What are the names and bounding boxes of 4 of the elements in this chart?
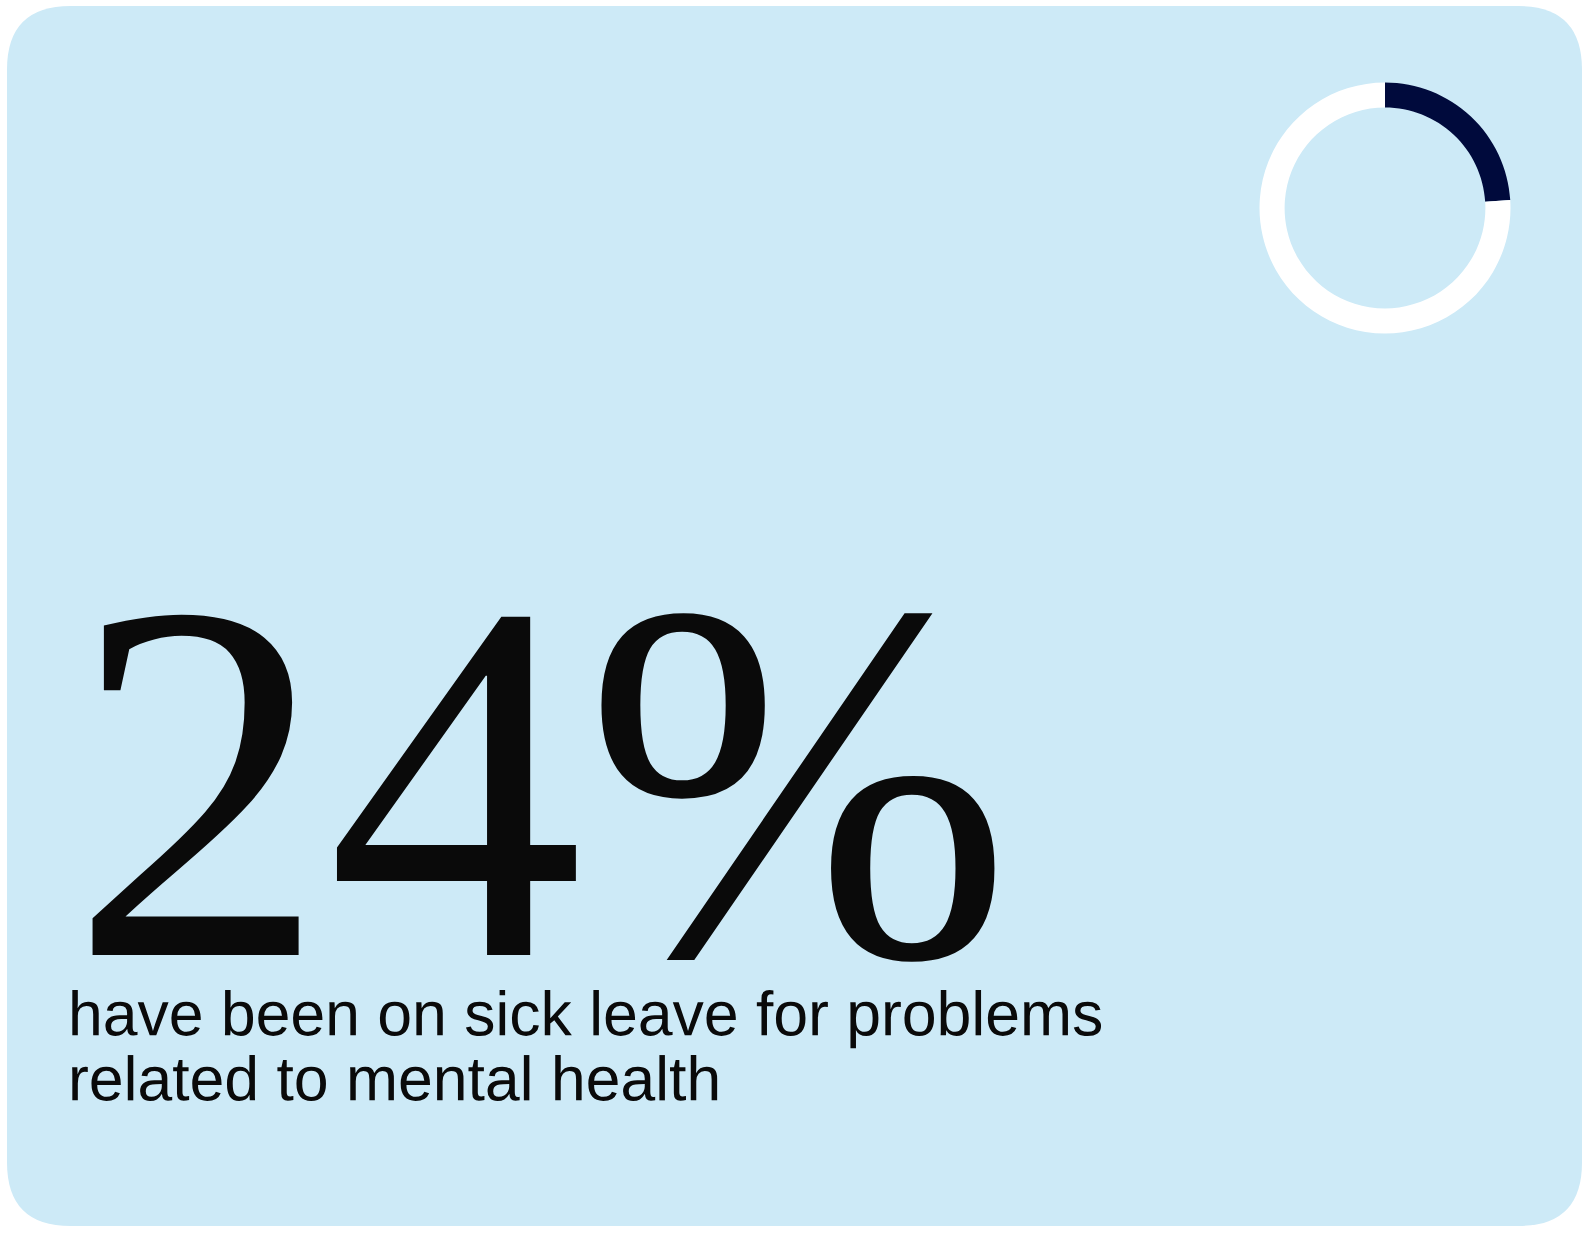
donut-slice [1259,82,1511,334]
donut-slice [1385,82,1511,202]
text: 24% [92,613,995,962]
text: have been on sick leave for problems related to mental health [72,990,1102,1101]
